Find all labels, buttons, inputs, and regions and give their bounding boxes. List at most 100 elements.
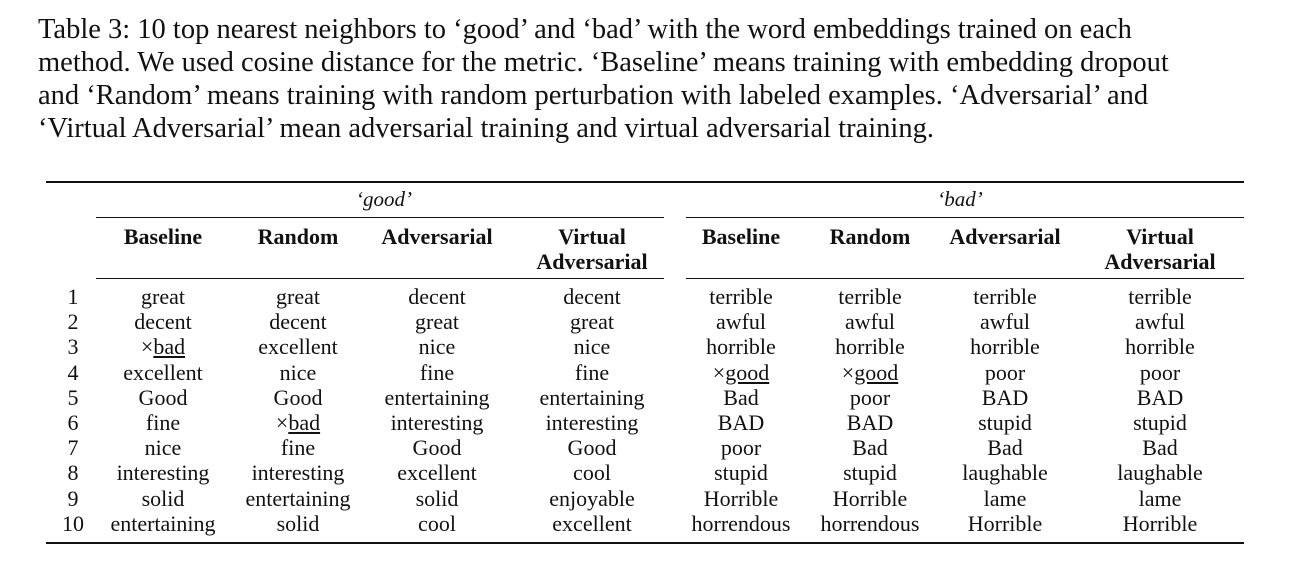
table-cell: nice	[418, 334, 456, 360]
table-cell: horrible	[970, 334, 1040, 360]
table-cell: ×good	[841, 359, 899, 385]
table-cell: great	[570, 309, 614, 335]
table-cell: awful	[979, 309, 1031, 335]
column-header: Adversarial	[381, 224, 493, 249]
group-header-good: ‘good’	[356, 187, 412, 211]
table-cell: terrible	[973, 284, 1037, 309]
table-cell: BAD	[981, 384, 1029, 410]
row-number: 4	[67, 359, 79, 385]
table-cell: Bad	[987, 435, 1023, 461]
table-cell: solid	[415, 485, 459, 511]
bottom-rule	[46, 542, 1244, 544]
table-cell: awful	[844, 309, 896, 335]
caption-line-3: and ‘Random’ means training with random …	[38, 80, 1149, 111]
table-cell: lame	[1138, 485, 1182, 511]
table-cell: terrible	[1128, 284, 1192, 309]
table-cell: fine	[145, 410, 181, 435]
flagged-word: bad	[288, 410, 321, 435]
column-header: Random	[829, 224, 911, 249]
table-cell: great	[415, 309, 459, 335]
table-cell: Bad	[852, 435, 888, 461]
table-cell: laughable	[1117, 460, 1203, 486]
table-cell: poor	[849, 384, 891, 410]
table-cell: horrendous	[820, 510, 920, 536]
table-cell: decent	[408, 284, 466, 309]
column-header: Baseline	[701, 224, 781, 249]
table-cell: ×bad	[275, 410, 321, 435]
table-cell: entertaining	[539, 384, 645, 410]
table-cell: cool	[573, 460, 611, 486]
table-cell: entertaining	[110, 510, 216, 536]
table-cell: Bad	[1142, 435, 1178, 461]
table-cell: excellent	[258, 334, 338, 360]
table-cell: poor	[720, 435, 762, 461]
table-cell: horrible	[1125, 334, 1195, 360]
table-cell: poor	[984, 359, 1026, 385]
table-cell: terrible	[838, 284, 902, 309]
table-cell: BAD	[1136, 384, 1184, 410]
table-cell: great	[276, 284, 320, 309]
table-cell: horrendous	[691, 510, 791, 536]
row-number: 2	[67, 309, 79, 335]
column-header: Virtual	[1126, 224, 1194, 249]
table-cell: decent	[134, 309, 192, 335]
flagged-word: good	[854, 359, 899, 385]
table-cell: interesting	[251, 460, 345, 486]
table-cell: decent	[269, 309, 327, 335]
row-number: 8	[67, 460, 79, 486]
flagged-word: bad	[153, 334, 186, 360]
table-cell: ×bad	[140, 334, 186, 360]
table-cell: Horrible	[967, 510, 1043, 536]
column-header: Random	[257, 224, 339, 249]
header-rule-right	[686, 278, 1244, 279]
flagged-word: good	[725, 359, 770, 385]
table-cell: Horrible	[1122, 510, 1198, 536]
row-number: 5	[67, 384, 79, 410]
header-rule-left	[96, 278, 664, 279]
column-header-line2: Adversarial	[1104, 249, 1216, 274]
column-header: Baseline	[123, 224, 203, 249]
table-cell: nice	[144, 435, 182, 461]
table-cell: Horrible	[832, 485, 908, 511]
column-header: Adversarial	[949, 224, 1061, 249]
table-cell: decent	[563, 284, 621, 309]
table-cell: nice	[573, 334, 611, 360]
row-number: 9	[67, 485, 79, 511]
table-cell: BAD	[717, 410, 765, 435]
table-cell: stupid	[843, 460, 897, 486]
table-cell: solid	[276, 510, 320, 536]
group-header-bad: ‘bad’	[937, 187, 983, 211]
table-cell: terrible	[709, 284, 773, 309]
row-number: 7	[67, 435, 79, 461]
column-header-line2: Adversarial	[536, 249, 648, 274]
table-cell: Horrible	[703, 485, 779, 511]
table-cell: excellent	[552, 510, 632, 536]
table-cell: awful	[715, 309, 767, 335]
row-number: 10	[62, 510, 84, 536]
row-number: 1	[67, 284, 79, 309]
table-cell: interesting	[545, 410, 639, 435]
table-cell: nice	[279, 359, 317, 385]
table-cell: fine	[280, 435, 316, 461]
row-number: 3	[67, 334, 79, 360]
top-rule	[46, 181, 1244, 183]
table-cell: BAD	[846, 410, 894, 435]
table-cell: excellent	[123, 359, 203, 385]
table-cell: Good	[273, 384, 323, 410]
bad-group-rule	[686, 217, 1244, 218]
table-cell: fine	[419, 359, 455, 385]
table-cell: entertaining	[245, 485, 351, 511]
table-cell: Good	[138, 384, 188, 410]
table-cell: laughable	[962, 460, 1048, 486]
table-cell: horrible	[706, 334, 776, 360]
table-cell: Good	[567, 435, 617, 461]
table-cell: ×good	[712, 359, 770, 385]
caption-line-1: Table 3: 10 top nearest neighbors to ‘go…	[38, 14, 1132, 45]
table-cell: solid	[141, 485, 185, 511]
table-cell: stupid	[1133, 410, 1187, 435]
table-cell: stupid	[714, 460, 768, 486]
table-cell: awful	[1134, 309, 1186, 335]
good-group-rule	[96, 217, 664, 218]
caption-line-2: method. We used cosine distance for the …	[38, 47, 1169, 78]
